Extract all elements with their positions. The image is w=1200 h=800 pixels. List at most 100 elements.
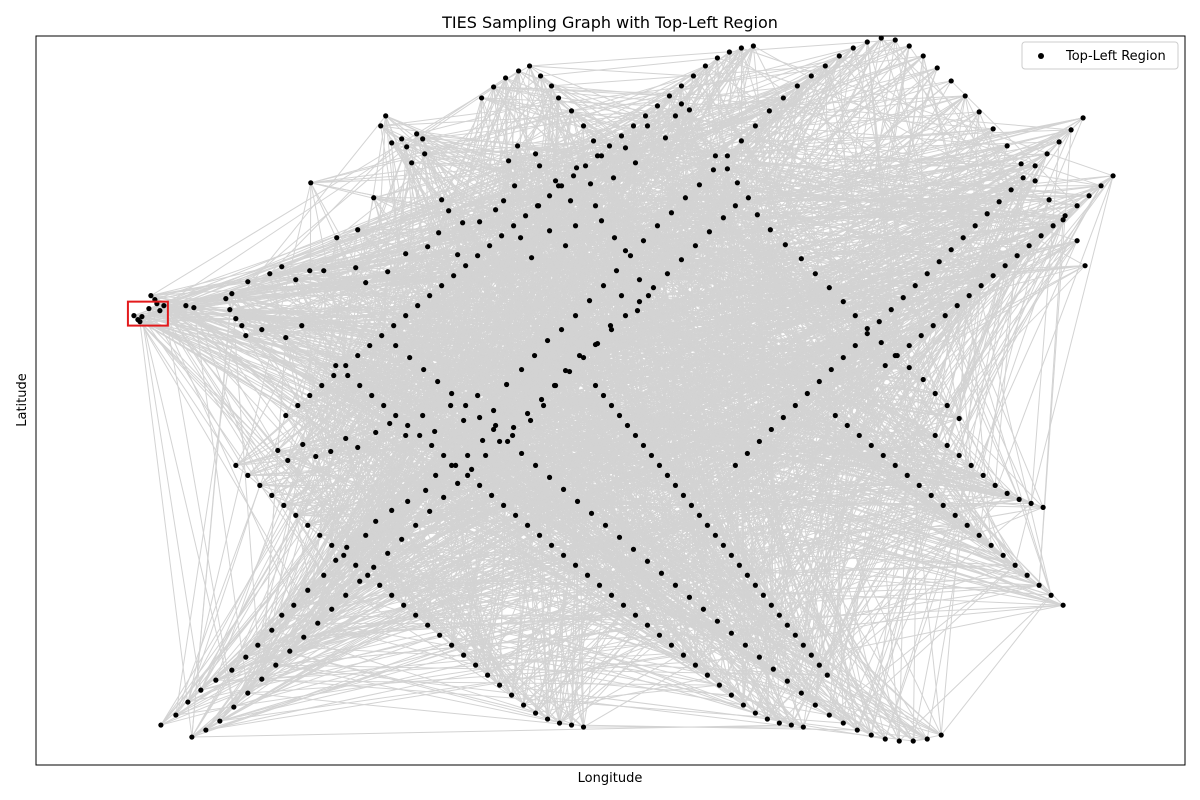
- graph-node: [524, 410, 531, 417]
- graph-edge: [231, 544, 333, 671]
- graph-edge: [934, 199, 1050, 436]
- graph-node: [940, 502, 946, 508]
- graph-edge: [451, 632, 732, 646]
- graph-node: [962, 93, 968, 99]
- graph-node: [832, 412, 838, 419]
- graph-edge: [958, 177, 1024, 456]
- graph-edge: [601, 155, 994, 277]
- graph-node: [329, 606, 335, 612]
- graph-node: [640, 238, 647, 244]
- graph-node: [992, 482, 998, 488]
- graph-edge: [303, 325, 934, 638]
- graph-node: [267, 271, 273, 277]
- graph-node: [696, 512, 703, 518]
- graph-node: [373, 429, 379, 436]
- graph-edge: [540, 57, 718, 77]
- graph-node: [1074, 238, 1080, 244]
- graph-node: [333, 362, 339, 369]
- graph-node: [734, 180, 740, 186]
- graph-edge: [231, 293, 1032, 504]
- graph-edge: [283, 375, 349, 506]
- graph-edge: [475, 524, 968, 666]
- graph-node: [511, 183, 518, 189]
- graph-node: [714, 618, 721, 624]
- graph-node: [283, 334, 289, 341]
- graph-node: [944, 442, 950, 449]
- graph-edge: [415, 614, 802, 694]
- graph-edge: [535, 464, 1064, 606]
- graph-edge: [507, 440, 1040, 586]
- graph-node: [826, 285, 832, 291]
- graph-node: [381, 402, 387, 409]
- graph-edge: [842, 301, 1044, 508]
- graph-edge: [345, 438, 672, 646]
- graph-edge: [978, 175, 1114, 536]
- graph-node: [403, 251, 409, 257]
- graph-edge: [695, 584, 1040, 666]
- graph-edge: [493, 86, 784, 99]
- graph-node: [532, 462, 539, 469]
- graph-edge: [355, 415, 397, 566]
- legend[interactable]: Top-Left Region: [1021, 41, 1179, 70]
- graph-node: [223, 296, 229, 302]
- graph-node: [285, 457, 291, 464]
- graph-node: [600, 392, 607, 399]
- graph-node: [630, 546, 637, 552]
- graph-edge: [231, 474, 908, 671]
- graph-node: [461, 652, 467, 658]
- graph-edge: [944, 315, 1020, 500]
- graph-node: [505, 158, 512, 164]
- graph-edge: [529, 65, 694, 77]
- graph-edge: [271, 464, 736, 496]
- graph-node: [784, 622, 790, 628]
- graph-edge: [369, 201, 1000, 347]
- graph-edge: [405, 45, 754, 436]
- graph-edge: [175, 318, 237, 716]
- graph-edge: [723, 215, 1066, 219]
- graph-edge: [297, 270, 617, 406]
- graph-node: [672, 113, 679, 119]
- graph-node: [158, 722, 164, 728]
- graph-edge: [501, 175, 1114, 237]
- graph-node: [968, 462, 974, 469]
- graph-node: [528, 255, 535, 261]
- graph-node: [616, 534, 623, 540]
- graph-node: [608, 592, 615, 598]
- graph-edge: [247, 200, 504, 476]
- graph-node: [1110, 173, 1116, 179]
- graph-node: [560, 486, 567, 492]
- graph-node: [572, 223, 579, 229]
- graph-node: [930, 323, 936, 329]
- graph-node: [654, 103, 661, 109]
- graph-node: [477, 414, 483, 421]
- graph-edge: [681, 259, 1004, 556]
- graph-node: [293, 277, 299, 283]
- graph-edge: [405, 253, 958, 307]
- graph-node: [710, 167, 717, 173]
- graph-node: [942, 313, 948, 319]
- graph-node: [371, 564, 377, 570]
- graph-node: [231, 704, 237, 710]
- graph-node: [611, 235, 618, 241]
- graph-node: [417, 432, 423, 439]
- graph-edge: [571, 110, 696, 247]
- graph-node: [1008, 187, 1014, 193]
- graph-edge: [463, 654, 744, 706]
- graph-edge: [740, 47, 744, 706]
- graph-node: [854, 727, 860, 733]
- graph-edge: [555, 180, 972, 466]
- graph-node: [732, 462, 738, 469]
- graph-node: [598, 153, 605, 159]
- graph-edge: [285, 225, 576, 416]
- graph-node: [536, 163, 543, 169]
- graph-node: [948, 247, 954, 253]
- graph-edge: [437, 285, 443, 382]
- graph-node: [317, 532, 323, 538]
- graph-edge: [513, 185, 1102, 428]
- graph-node: [580, 354, 587, 361]
- graph-node: [493, 422, 499, 429]
- graph-node: [389, 507, 395, 513]
- graph-node: [357, 578, 363, 584]
- graph-edge: [405, 315, 984, 476]
- graph-edge: [387, 225, 1054, 273]
